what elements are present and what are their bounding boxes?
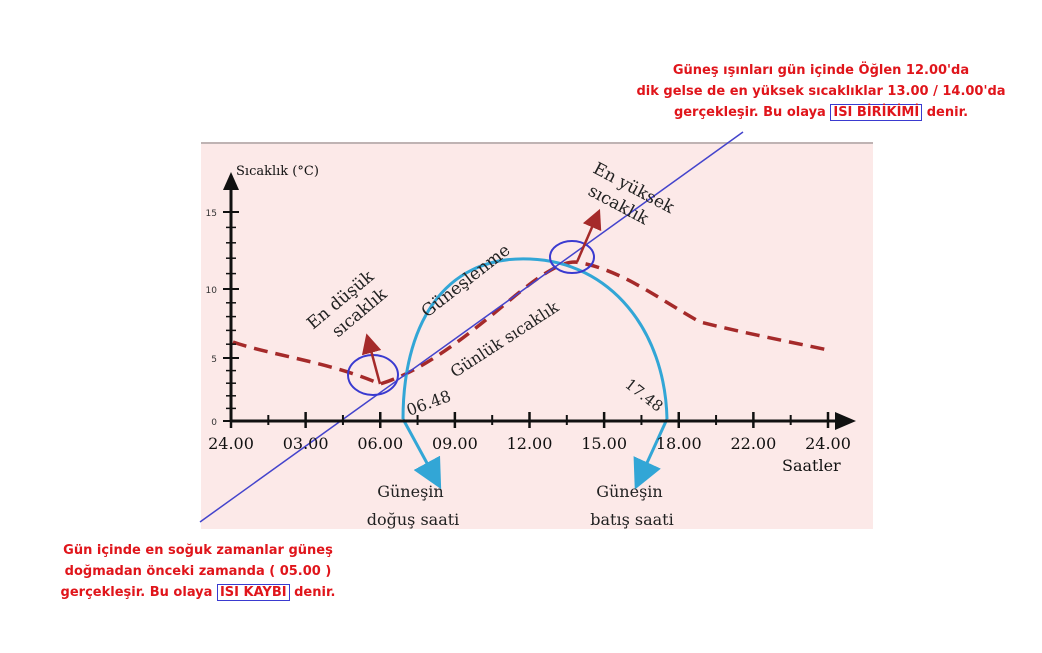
sunrise-arrow	[401, 418, 442, 490]
x-axis-label: Saatler	[782, 456, 841, 475]
heat-accumulation-note: Güneş ışınları gün içinde Öğlen 12.00'da…	[596, 60, 1042, 123]
x-tick-label: 12.00	[507, 434, 553, 453]
bottom-note-line-1: Gün içinde en soğuk zamanlar güneş	[63, 543, 333, 558]
bottom-note-line-2: doğmadan önceki zamanda ( 05.00 )	[64, 564, 332, 579]
diagram-panel	[201, 143, 873, 529]
sunrise-caption-line-2: doğuş saati	[367, 510, 460, 529]
x-tick-label: 09.00	[432, 434, 478, 453]
top-note-prefix: gerçekleşir. Bu olaya	[673, 105, 831, 120]
x-tick-label: 24.00	[805, 434, 851, 453]
x-tick-label: 06.00	[357, 434, 403, 453]
bottom-note-prefix: gerçekleşir. Bu olaya	[60, 585, 217, 600]
x-tick-label: 22.00	[730, 434, 776, 453]
max-temperature-circle	[549, 240, 595, 274]
heat-loss-note: Gün içinde en soğuk zamanlar güneş doğma…	[22, 540, 374, 603]
heat-accumulation-term: ISI BİRİKİMİ	[830, 104, 923, 121]
x-tick-label: 03.00	[283, 434, 329, 453]
x-tick-label: 18.00	[656, 434, 702, 453]
x-tick-marks: 24.00 03.00 06.00 09.00 12.00 15.00 18.00 22.00…	[208, 412, 851, 453]
guide-line	[199, 131, 744, 523]
max-pointer-arrow	[575, 208, 602, 263]
top-note-line-3: gerçekleşir. Bu olaya ISI BİRİKİMİ denir…	[596, 102, 1042, 123]
bottom-note-suffix: denir.	[289, 585, 336, 600]
daily-temperature-curve	[232, 260, 829, 386]
top-note-line-2: dik gelse de en yüksek sıcaklıklar 13.00…	[636, 84, 1006, 99]
x-tick-label: 15.00	[581, 434, 627, 453]
top-note-suffix: denir.	[922, 105, 969, 120]
min-pointer-arrow	[361, 333, 382, 385]
sunset-caption-line-1: Güneşin	[596, 482, 663, 501]
y-tick-label: 15	[206, 209, 217, 219]
sunrise-caption-line-1: Güneşin	[377, 482, 444, 501]
y-axis-label: Sıcaklık (°C)	[236, 164, 319, 179]
x-axis-arrowhead	[835, 412, 856, 430]
bottom-note-line-3: gerçekleşir. Bu olaya ISI KAYBI denir.	[22, 582, 374, 603]
sunset-caption: Güneşin batış saati	[590, 482, 673, 529]
sunset-caption-line-2: batış saati	[590, 510, 673, 529]
y-tick-marks: 15 10 5 0	[206, 209, 239, 428]
y-tick-label: 10	[206, 286, 218, 296]
heat-loss-term: ISI KAYBI	[216, 584, 290, 601]
sunrise-caption: Güneşin doğuş saati	[367, 482, 460, 529]
top-note-line-1: Güneş ışınları gün içinde Öğlen 12.00'da	[672, 63, 970, 78]
x-tick-label: 24.00	[208, 434, 254, 453]
y-tick-label: 5	[211, 355, 217, 365]
sunset-arrow	[633, 418, 669, 490]
sun-arc	[401, 257, 669, 420]
y-axis-arrowhead	[223, 172, 239, 190]
y-tick-label: 0	[211, 418, 217, 428]
